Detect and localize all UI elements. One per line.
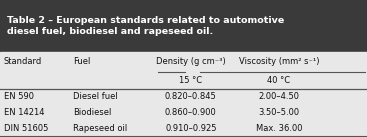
Text: 3.50–5.00: 3.50–5.00	[258, 108, 299, 117]
Bar	[0, 0, 367, 52]
Text: Standard: Standard	[4, 57, 42, 66]
Text: EN 590: EN 590	[4, 92, 34, 101]
Text: Fuel: Fuel	[73, 57, 91, 66]
Text: DIN 51605: DIN 51605	[4, 124, 48, 133]
Text: 2.00–4.50: 2.00–4.50	[258, 92, 299, 101]
Text: Density (g cm⁻³): Density (g cm⁻³)	[156, 57, 226, 66]
Text: EN 14214: EN 14214	[4, 108, 44, 117]
Text: Diesel fuel: Diesel fuel	[73, 92, 118, 101]
Text: 15 °C: 15 °C	[179, 76, 203, 85]
Text: Viscosity (mm² s⁻¹): Viscosity (mm² s⁻¹)	[239, 57, 319, 66]
Text: 0.860–0.900: 0.860–0.900	[165, 108, 217, 117]
Text: 0.820–0.845: 0.820–0.845	[165, 92, 217, 101]
Text: 0.910–0.925: 0.910–0.925	[165, 124, 217, 133]
Text: Rapeseed oil: Rapeseed oil	[73, 124, 128, 133]
Text: 40 °C: 40 °C	[267, 76, 291, 85]
Bar	[0, 52, 367, 137]
Text: Biodiesel: Biodiesel	[73, 108, 112, 117]
Text: Table 2 – European standards related to automotive
diesel fuel, biodiesel and ra: Table 2 – European standards related to …	[7, 16, 284, 36]
Text: Max. 36.00: Max. 36.00	[256, 124, 302, 133]
